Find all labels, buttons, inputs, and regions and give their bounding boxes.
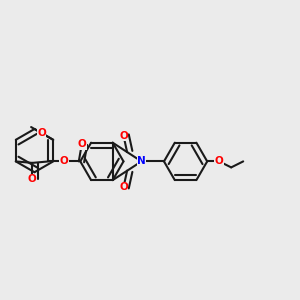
Text: O: O [37, 128, 46, 138]
Text: O: O [28, 174, 37, 184]
Text: O: O [59, 156, 68, 167]
Text: O: O [215, 156, 224, 167]
Text: N: N [137, 156, 146, 167]
Text: O: O [119, 130, 128, 140]
Text: O: O [77, 139, 86, 149]
Text: O: O [119, 182, 128, 192]
